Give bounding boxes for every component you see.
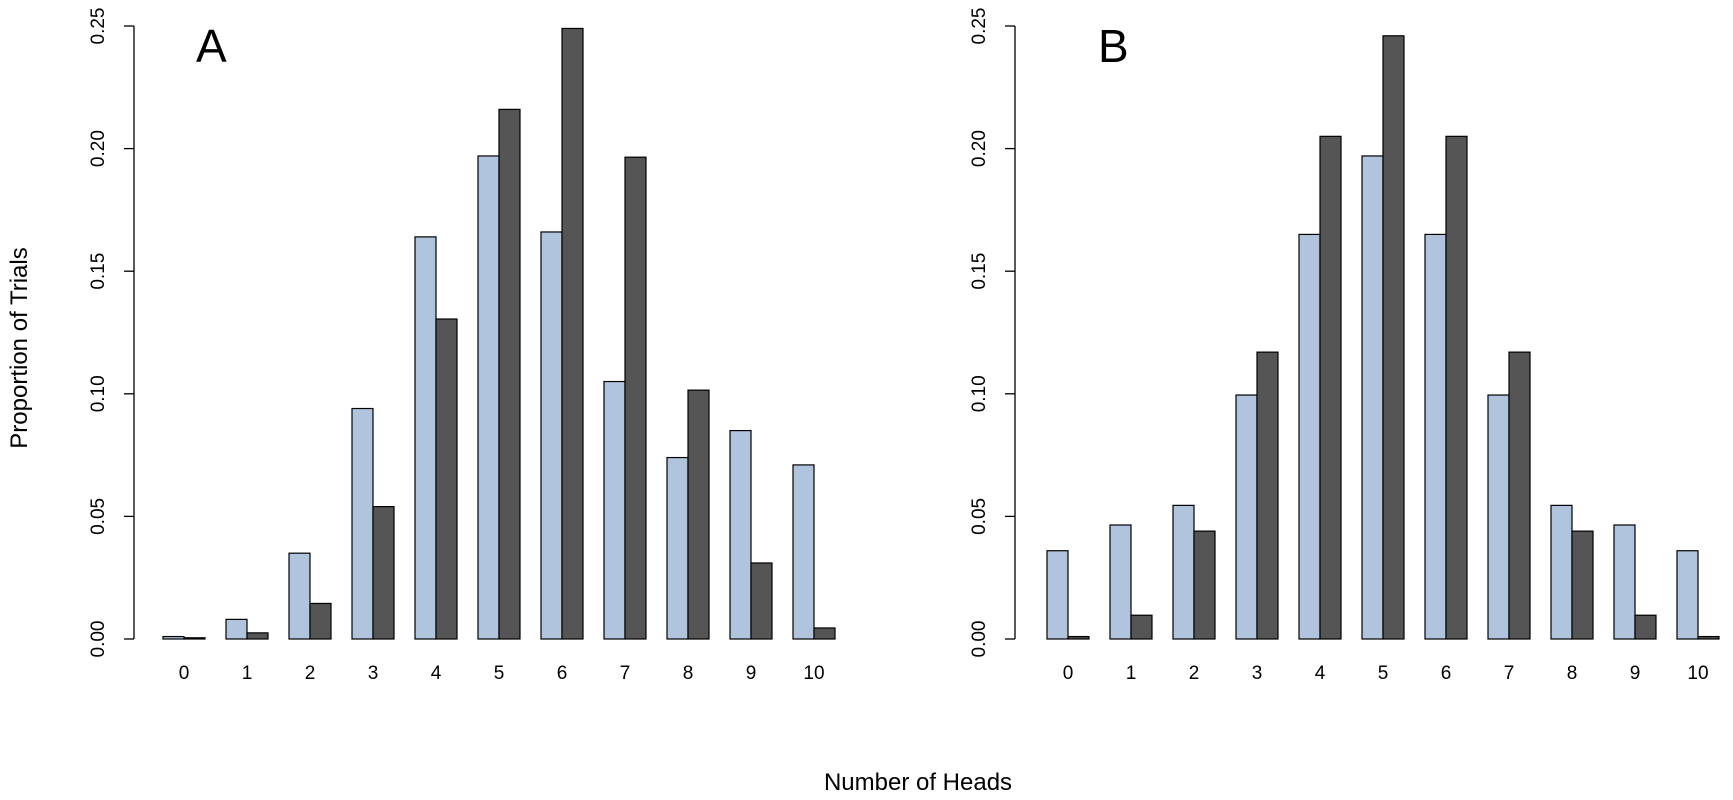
bar-light-5 xyxy=(477,155,500,640)
bar-dark-4 xyxy=(1319,135,1342,640)
bar-light-7 xyxy=(603,380,626,640)
x-tick-label: 0 xyxy=(179,663,190,684)
bar-light-9 xyxy=(1613,524,1636,640)
x-tick-label: 8 xyxy=(1567,663,1578,684)
chart-panel-b: B 0.00 0.05 0.10 0.15 0.20 0.25 0 1 2 3 4 5 6 7 8 9 10 xyxy=(969,8,1720,684)
x-tick-label: 2 xyxy=(1189,663,1200,684)
bar-light-10 xyxy=(1676,550,1699,640)
bar-dark-2 xyxy=(309,602,332,640)
y-tick-label: 0.00 xyxy=(969,621,990,658)
bar-light-6 xyxy=(540,231,563,640)
bar-light-5 xyxy=(1361,155,1384,640)
bar-light-3 xyxy=(351,407,374,640)
x-tick-label: 3 xyxy=(1252,663,1263,684)
y-tick-label: 0.20 xyxy=(969,130,990,167)
bar-light-7 xyxy=(1487,394,1510,640)
y-tick-label: 0.15 xyxy=(88,253,109,290)
x-tick-label: 9 xyxy=(1630,663,1641,684)
x-tick-label: 10 xyxy=(1687,663,1708,684)
x-tick-label: 6 xyxy=(557,663,568,684)
bar-light-2 xyxy=(288,552,311,640)
x-tick-label: 7 xyxy=(1504,663,1515,684)
bar-dark-10 xyxy=(813,627,836,640)
x-tick-label: 7 xyxy=(620,663,631,684)
bar-light-1 xyxy=(225,618,248,640)
bar-light-10 xyxy=(792,464,815,640)
y-tick-label: 0.20 xyxy=(88,130,109,167)
y-tick-label: 0.15 xyxy=(969,253,990,290)
bar-dark-8 xyxy=(1571,530,1594,640)
x-axis-title: Number of Heads xyxy=(824,769,1012,796)
bar-dark-5 xyxy=(498,108,521,640)
bar-light-9 xyxy=(729,429,752,640)
bar-dark-9 xyxy=(1634,614,1657,640)
bar-dark-1 xyxy=(246,632,269,640)
bar-dark-7 xyxy=(624,156,647,640)
y-axis-title: Proportion of Trials xyxy=(6,247,33,448)
bar-light-4 xyxy=(414,236,437,640)
bar-light-8 xyxy=(1550,504,1573,640)
bar-dark-3 xyxy=(372,505,395,640)
x-tick-label: 9 xyxy=(746,663,757,684)
bar-light-1 xyxy=(1109,524,1132,640)
bar-dark-3 xyxy=(1256,351,1279,640)
bar-light-0 xyxy=(162,635,185,640)
bar-light-6 xyxy=(1424,233,1447,640)
x-tick-label: 5 xyxy=(1378,663,1389,684)
bar-dark-8 xyxy=(687,389,710,640)
y-tick-label: 0.05 xyxy=(88,498,109,535)
x-tick-label: 4 xyxy=(1315,663,1326,684)
x-tick-label: 5 xyxy=(494,663,505,684)
x-tick-label: 3 xyxy=(368,663,379,684)
x-tick-label: 10 xyxy=(803,663,824,684)
x-tick-label: 1 xyxy=(242,663,253,684)
panel-label: B xyxy=(1098,20,1129,72)
bar-dark-2 xyxy=(1193,530,1216,640)
bar-dark-5 xyxy=(1382,35,1405,640)
bar-dark-7 xyxy=(1508,351,1531,640)
x-tick-label: 2 xyxy=(305,663,316,684)
bar-dark-4 xyxy=(435,318,458,640)
bar-dark-0 xyxy=(183,637,206,640)
x-tick-label: 1 xyxy=(1126,663,1137,684)
bar-light-3 xyxy=(1235,394,1258,640)
y-tick-label: 0.10 xyxy=(88,375,109,412)
chart-panel-a: A 0.00 0.05 0.10 0.15 0.20 0.25 0 1 2 3 4 5 6 7 8 9 10 xyxy=(88,8,836,684)
bar-dark-9 xyxy=(750,562,773,640)
bar-dark-0 xyxy=(1067,635,1090,640)
y-tick-label: 0.25 xyxy=(969,8,990,45)
y-tick-label: 0.25 xyxy=(88,8,109,45)
bar-light-4 xyxy=(1298,233,1321,640)
bar-light-0 xyxy=(1046,550,1069,640)
x-tick-label: 8 xyxy=(683,663,694,684)
bar-dark-1 xyxy=(1130,614,1153,640)
panel-label: A xyxy=(196,20,227,72)
y-tick-label: 0.05 xyxy=(969,498,990,535)
x-tick-label: 0 xyxy=(1063,663,1074,684)
x-tick-label: 4 xyxy=(431,663,442,684)
y-tick-label: 0.10 xyxy=(969,375,990,412)
bar-dark-10 xyxy=(1697,635,1720,640)
x-tick-label: 6 xyxy=(1441,663,1452,684)
y-tick-label: 0.00 xyxy=(88,621,109,658)
bar-dark-6 xyxy=(561,27,584,640)
bar-light-8 xyxy=(666,456,689,640)
bar-dark-6 xyxy=(1445,135,1468,640)
bar-light-2 xyxy=(1172,504,1195,640)
